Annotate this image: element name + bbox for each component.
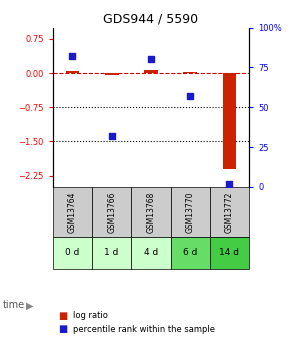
Point: [109, 133, 114, 139]
Bar: [223, 73, 236, 169]
Bar: [66, 71, 79, 73]
Title: GDS944 / 5590: GDS944 / 5590: [103, 12, 198, 25]
Text: 4 d: 4 d: [144, 248, 158, 257]
Bar: [53, 237, 92, 269]
Point: [227, 181, 232, 187]
Text: 14 d: 14 d: [219, 248, 239, 257]
Text: 6 d: 6 d: [183, 248, 197, 257]
Text: GSM13772: GSM13772: [225, 191, 234, 233]
Bar: [131, 237, 171, 269]
Bar: [171, 187, 210, 237]
Bar: [92, 187, 131, 237]
Point: [188, 93, 193, 99]
Text: 0 d: 0 d: [65, 248, 80, 257]
Point: [149, 57, 153, 62]
Bar: [210, 237, 249, 269]
Text: time: time: [3, 300, 25, 310]
Text: ■: ■: [59, 325, 68, 334]
Text: ▶: ▶: [26, 300, 33, 310]
Bar: [53, 187, 92, 237]
Bar: [131, 187, 171, 237]
Bar: [144, 70, 158, 73]
Bar: [210, 187, 249, 237]
Bar: [183, 72, 197, 73]
Text: 1 d: 1 d: [104, 248, 119, 257]
Bar: [92, 237, 131, 269]
Text: GSM13768: GSM13768: [146, 191, 155, 233]
Text: GSM13766: GSM13766: [107, 191, 116, 233]
Text: log ratio: log ratio: [73, 311, 108, 320]
Bar: [105, 73, 118, 76]
Point: [70, 53, 75, 59]
Text: percentile rank within the sample: percentile rank within the sample: [73, 325, 215, 334]
Text: GSM13764: GSM13764: [68, 191, 77, 233]
Text: GSM13770: GSM13770: [186, 191, 195, 233]
Bar: [171, 237, 210, 269]
Text: ■: ■: [59, 311, 68, 321]
